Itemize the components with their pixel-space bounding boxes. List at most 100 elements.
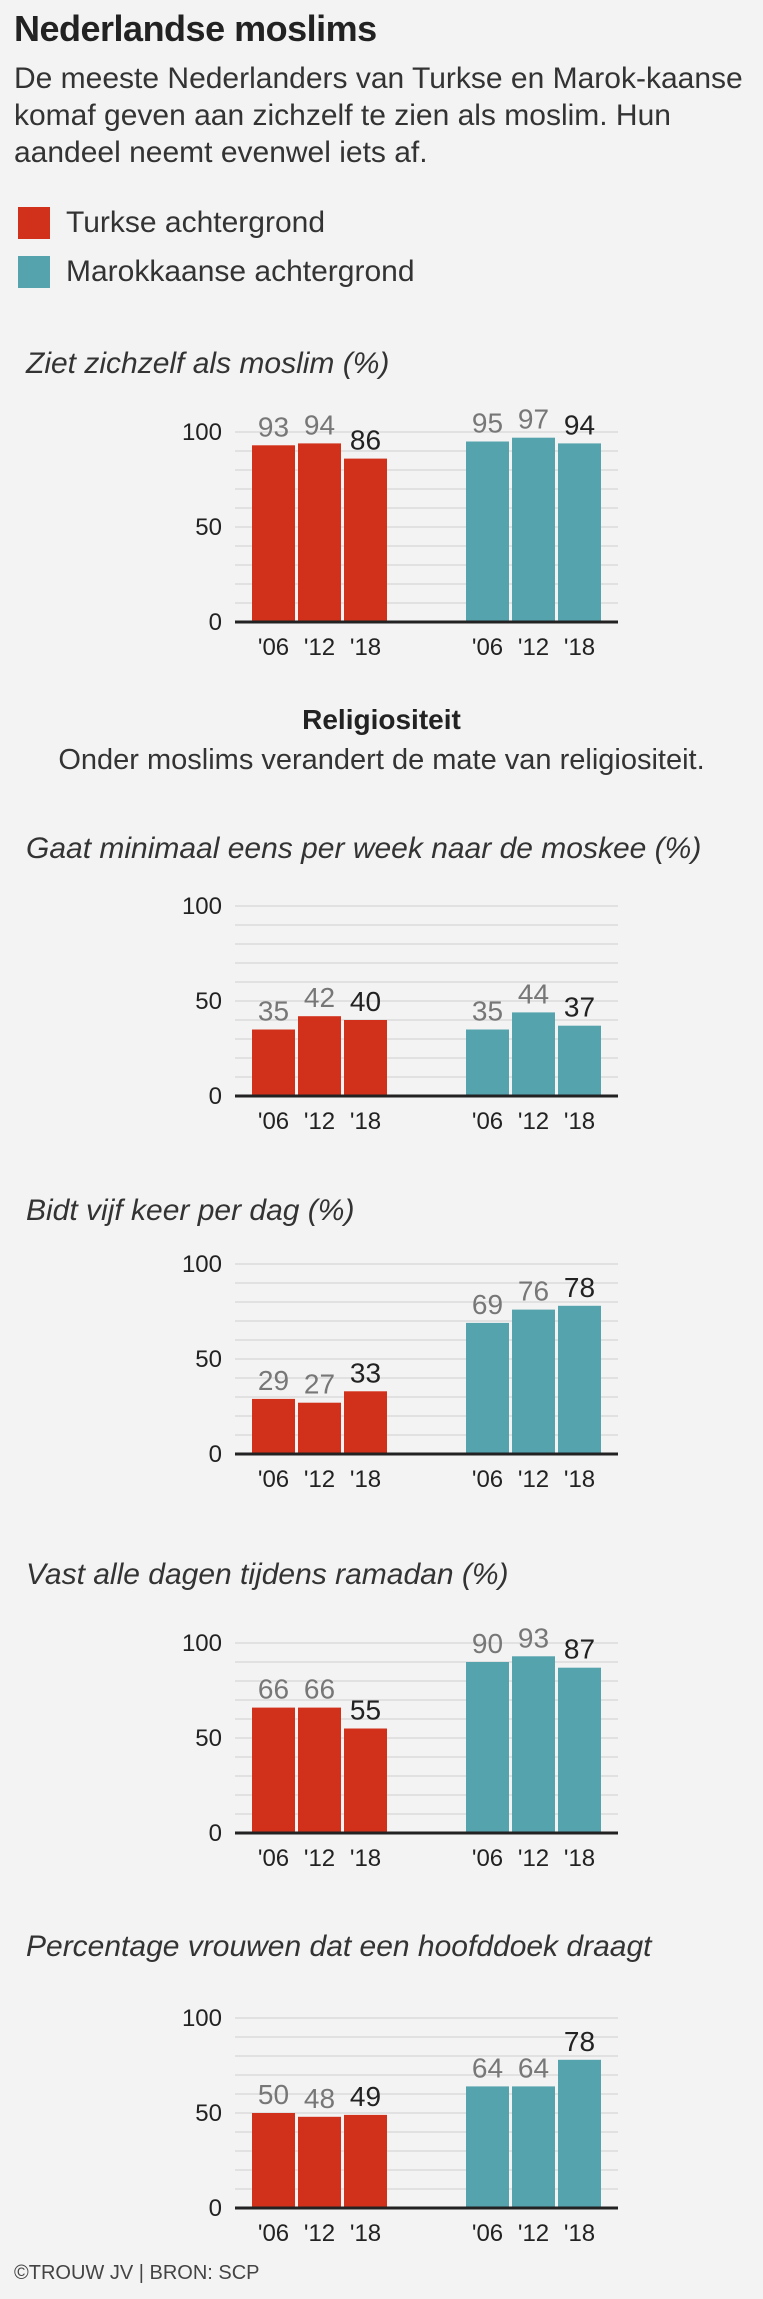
chart-title-bidt: Bidt vijf keer per dag (%) bbox=[26, 1194, 355, 1227]
x-tick-label: '18 bbox=[350, 1466, 381, 1493]
x-tick-label: '06 bbox=[258, 2220, 289, 2247]
x-tick-label: '18 bbox=[564, 634, 595, 661]
data-label: 78 bbox=[564, 2026, 595, 2057]
data-label: 93 bbox=[258, 411, 289, 442]
data-label: 55 bbox=[350, 1695, 381, 1726]
x-tick-label: '06 bbox=[472, 2220, 503, 2247]
data-label: 49 bbox=[350, 2081, 381, 2112]
bar bbox=[512, 1656, 555, 1833]
data-label: 64 bbox=[472, 2052, 503, 2083]
page-title: Nederlandse moslims bbox=[14, 8, 377, 49]
bar bbox=[466, 1662, 509, 1833]
x-tick-label: '18 bbox=[350, 634, 381, 661]
bar bbox=[512, 1012, 555, 1096]
legend-label-turkish: Turkse achtergrond bbox=[66, 206, 326, 239]
y-tick-label: 0 bbox=[209, 1820, 222, 1847]
data-label: 93 bbox=[518, 1622, 549, 1653]
x-tick-label: '06 bbox=[472, 1845, 503, 1872]
bar bbox=[298, 1016, 341, 1096]
chart-hoofddoek: 0 50 100 50 '06 48 '12 49 '18 64 '06 64 '12 78 '18 bbox=[182, 2005, 618, 2247]
bar bbox=[252, 1029, 295, 1096]
legend-item-moroccan: Marokkaanse achtergrond bbox=[18, 255, 415, 289]
y-tick-label: 100 bbox=[182, 419, 222, 446]
data-label: 29 bbox=[258, 1365, 289, 1396]
bar bbox=[252, 1398, 295, 1454]
x-tick-label: '18 bbox=[564, 1466, 595, 1493]
bar bbox=[466, 2086, 509, 2208]
data-label: 35 bbox=[258, 996, 289, 1027]
x-tick-label: '06 bbox=[258, 1466, 289, 1493]
x-tick-label: '12 bbox=[518, 634, 549, 661]
x-tick-label: '18 bbox=[564, 1108, 595, 1135]
legend-swatch-turkish bbox=[18, 207, 50, 239]
chart-moskee: 0 50 100 35 '06 42 '12 40 '18 35 '06 44 '12 37 '18 bbox=[182, 893, 618, 1135]
data-label: 33 bbox=[350, 1357, 381, 1388]
bar bbox=[344, 1391, 387, 1454]
x-tick-label: '12 bbox=[304, 1466, 335, 1493]
bar bbox=[252, 2113, 295, 2208]
bar bbox=[558, 1025, 601, 1096]
x-tick-label: '12 bbox=[518, 2220, 549, 2247]
x-tick-label: '18 bbox=[350, 1845, 381, 1872]
data-label: 76 bbox=[518, 1276, 549, 1307]
x-tick-label: '06 bbox=[258, 634, 289, 661]
bar bbox=[512, 437, 555, 622]
bar bbox=[298, 1402, 341, 1454]
y-tick-label: 100 bbox=[182, 1251, 222, 1278]
y-tick-label: 50 bbox=[195, 1725, 222, 1752]
chart-title-ramadan: Vast alle dagen tijdens ramadan (%) bbox=[26, 1558, 509, 1591]
x-tick-label: '12 bbox=[304, 1845, 335, 1872]
bar bbox=[344, 1728, 387, 1833]
y-tick-label: 50 bbox=[195, 988, 222, 1015]
chart-ramadan: 0 50 100 66 '06 66 '12 55 '18 90 '06 93 '12 87 '18 bbox=[182, 1622, 618, 1872]
bar bbox=[298, 2116, 341, 2208]
data-label: 66 bbox=[304, 1674, 335, 1705]
x-tick-label: '12 bbox=[518, 1845, 549, 1872]
x-tick-label: '12 bbox=[304, 2220, 335, 2247]
bar bbox=[512, 1309, 555, 1454]
x-tick-label: '12 bbox=[304, 1108, 335, 1135]
y-tick-label: 100 bbox=[182, 893, 222, 920]
data-label: 27 bbox=[304, 1369, 335, 1400]
x-tick-label: '18 bbox=[564, 2220, 595, 2247]
x-tick-label: '06 bbox=[258, 1845, 289, 1872]
y-tick-label: 0 bbox=[209, 1441, 222, 1468]
data-label: 69 bbox=[472, 1289, 503, 1320]
bar bbox=[558, 1667, 601, 1833]
bar bbox=[466, 1322, 509, 1454]
chart-title-hoofddoek: Percentage vrouwen dat een hoofddoek dra… bbox=[26, 1930, 652, 1963]
y-tick-label: 50 bbox=[195, 1346, 222, 1373]
chart-bidt: 0 50 100 29 '06 27 '12 33 '18 69 '06 76 '12 78 '18 bbox=[182, 1251, 618, 1493]
data-label: 90 bbox=[472, 1628, 503, 1659]
bar bbox=[252, 445, 295, 622]
x-tick-label: '06 bbox=[472, 1108, 503, 1135]
x-tick-label: '12 bbox=[304, 634, 335, 661]
x-tick-label: '06 bbox=[258, 1108, 289, 1135]
data-label: 40 bbox=[350, 986, 381, 1017]
x-tick-label: '18 bbox=[564, 1845, 595, 1872]
x-tick-label: '12 bbox=[518, 1108, 549, 1135]
x-tick-label: '12 bbox=[518, 1466, 549, 1493]
data-label: 48 bbox=[304, 2083, 335, 2114]
y-tick-label: 0 bbox=[209, 1083, 222, 1110]
y-tick-label: 100 bbox=[182, 1630, 222, 1657]
data-label: 97 bbox=[518, 404, 549, 435]
data-label: 94 bbox=[304, 409, 335, 440]
y-tick-label: 50 bbox=[195, 514, 222, 541]
bar bbox=[344, 2114, 387, 2208]
y-tick-label: 0 bbox=[209, 609, 222, 636]
y-tick-label: 0 bbox=[209, 2195, 222, 2222]
bar bbox=[558, 1305, 601, 1454]
x-tick-label: '06 bbox=[472, 634, 503, 661]
x-tick-label: '18 bbox=[350, 1108, 381, 1135]
bar bbox=[558, 2059, 601, 2208]
bar bbox=[344, 1020, 387, 1096]
y-tick-label: 100 bbox=[182, 2005, 222, 2032]
data-label: 44 bbox=[518, 978, 549, 1009]
data-label: 87 bbox=[564, 1634, 595, 1665]
x-tick-label: '18 bbox=[350, 2220, 381, 2247]
data-label: 35 bbox=[472, 996, 503, 1027]
data-label: 86 bbox=[350, 425, 381, 456]
bar bbox=[344, 458, 387, 622]
bar bbox=[558, 443, 601, 622]
